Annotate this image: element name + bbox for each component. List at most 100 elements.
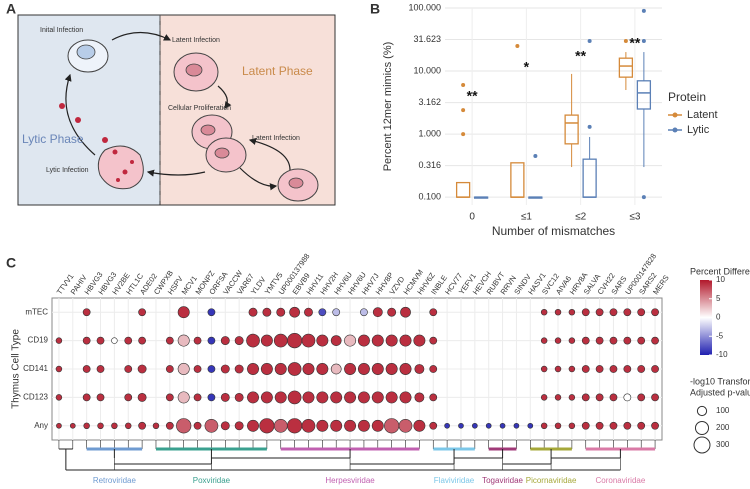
outlier xyxy=(461,83,466,88)
nucleus xyxy=(185,63,203,77)
dot xyxy=(274,391,287,404)
dot xyxy=(344,363,357,375)
dot xyxy=(540,337,548,344)
dot xyxy=(581,421,590,430)
legend-title: Protein xyxy=(668,90,706,104)
dot xyxy=(357,363,370,375)
arrow xyxy=(64,73,96,156)
x-tick-label: ≤3 xyxy=(629,212,640,223)
outlier xyxy=(587,38,592,43)
row-label: mTEC xyxy=(25,307,48,316)
panel-label: A xyxy=(6,1,16,17)
y-tick-label: 1.000 xyxy=(418,128,441,138)
dot xyxy=(609,421,618,430)
x-axis-title: Number of mismatches xyxy=(492,224,615,238)
dot xyxy=(316,391,329,404)
x-tick-label: ≤2 xyxy=(575,212,586,223)
dot xyxy=(330,335,342,346)
outlier xyxy=(623,38,628,43)
dot xyxy=(96,336,105,345)
dot xyxy=(137,392,147,402)
family-label: Coronaviridae xyxy=(596,476,646,485)
dot xyxy=(400,306,411,318)
legend-label: Latent xyxy=(687,109,718,121)
dot xyxy=(385,391,398,404)
dot xyxy=(581,308,590,317)
colorbar-tick-label: -10 xyxy=(716,350,728,359)
dot xyxy=(259,418,275,434)
dot xyxy=(623,421,632,430)
dot xyxy=(193,336,202,345)
dot xyxy=(371,334,384,347)
dot xyxy=(637,393,646,402)
dot xyxy=(82,308,91,317)
dot xyxy=(568,422,576,430)
dot xyxy=(581,393,590,402)
dot xyxy=(414,364,425,374)
diagram-label: Cellular Proliferation xyxy=(168,105,231,112)
size-legend-title: -log10 Transformed xyxy=(690,376,750,386)
dot xyxy=(371,363,384,375)
dot xyxy=(637,336,646,345)
dot xyxy=(246,333,260,348)
dot xyxy=(138,308,146,317)
dot xyxy=(111,337,118,344)
dot xyxy=(287,362,302,376)
dot xyxy=(651,308,659,317)
dot xyxy=(651,336,659,345)
dot xyxy=(55,365,63,373)
dot xyxy=(165,365,174,373)
size-legend-dot xyxy=(696,405,708,417)
colorbar-title: Percent Difference xyxy=(690,266,750,276)
dot xyxy=(360,308,368,317)
dot xyxy=(357,419,370,432)
dot xyxy=(273,418,288,433)
arrow xyxy=(217,85,232,109)
dot xyxy=(177,391,190,404)
dot xyxy=(651,393,659,402)
dot xyxy=(609,365,618,373)
dot xyxy=(193,365,202,373)
legend-swatch xyxy=(672,112,678,118)
row-label: Any xyxy=(34,421,48,430)
dot xyxy=(540,422,548,430)
dot xyxy=(554,337,562,344)
dot xyxy=(429,308,438,317)
dot xyxy=(609,308,618,317)
dot xyxy=(568,337,576,344)
dot xyxy=(371,391,384,404)
outlier xyxy=(641,38,646,43)
dot xyxy=(234,364,244,374)
dot xyxy=(554,365,562,373)
arrow xyxy=(239,167,278,191)
y-axis-title: Thymus Cell Type xyxy=(11,329,22,409)
size-legend-dot xyxy=(694,420,710,436)
size-legend-dot xyxy=(693,436,711,454)
dot xyxy=(111,422,118,430)
dot xyxy=(568,365,576,373)
dot xyxy=(357,334,370,347)
colorbar-tick-label: 10 xyxy=(716,275,725,284)
dot xyxy=(540,308,548,316)
dot xyxy=(554,308,562,316)
dot xyxy=(609,393,618,402)
row-label: CD141 xyxy=(23,364,48,373)
dot xyxy=(399,334,412,347)
dot xyxy=(304,307,313,317)
nucleus xyxy=(214,147,230,159)
dot xyxy=(177,334,190,347)
dot xyxy=(595,393,604,402)
dot xyxy=(289,306,300,318)
row-label: CD19 xyxy=(28,336,49,345)
colorbar-tick-label: 0 xyxy=(716,313,721,322)
dot xyxy=(568,308,576,316)
family-label: Retroviridae xyxy=(93,476,137,485)
dot xyxy=(637,421,646,430)
dot xyxy=(399,391,412,404)
dot xyxy=(623,393,632,402)
dot xyxy=(623,308,632,317)
dot xyxy=(152,422,160,430)
dot xyxy=(429,393,438,402)
dot xyxy=(330,391,343,404)
